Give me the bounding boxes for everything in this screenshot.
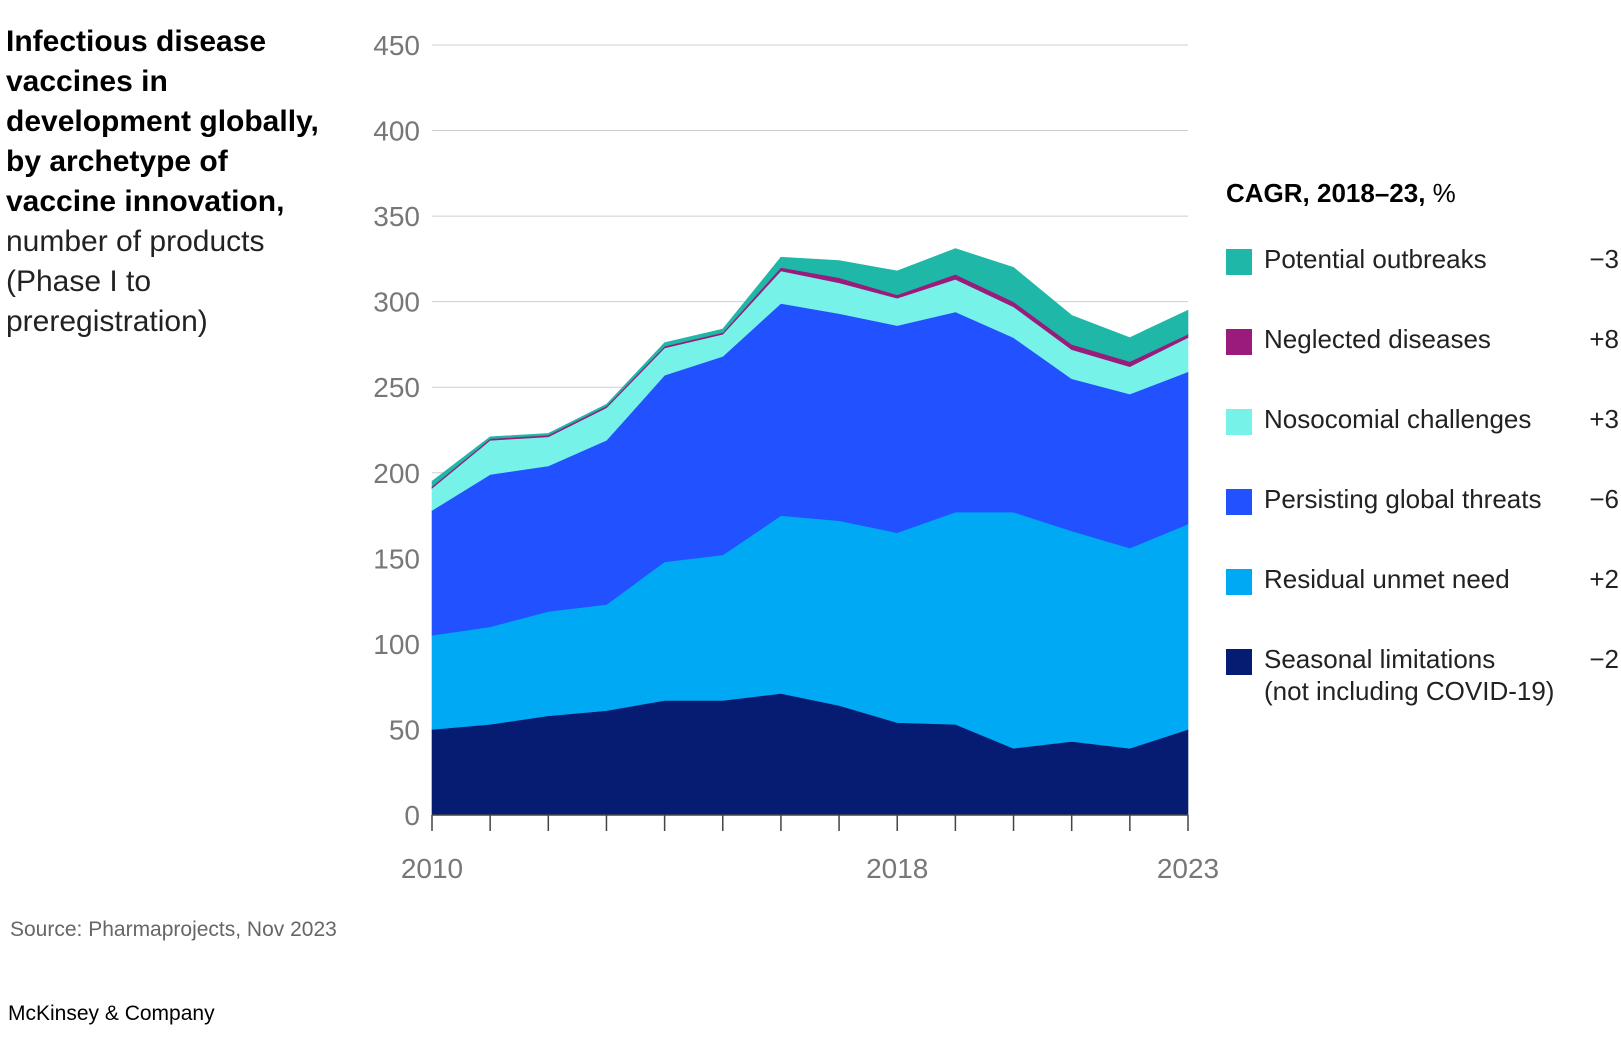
title-bold: Infectious disease vaccines in developme… bbox=[6, 25, 319, 218]
legend-item: Potential outbreaks −3 bbox=[1226, 243, 1621, 301]
title-subtitle: number of products (Phase I to preregist… bbox=[6, 225, 265, 338]
legend-swatch bbox=[1226, 649, 1252, 675]
y-tick-label: 150 bbox=[373, 543, 420, 574]
legend-cagr-value: −6 bbox=[1589, 484, 1619, 514]
legend-swatch bbox=[1226, 249, 1252, 275]
legend-label: Residual unmet need bbox=[1264, 564, 1510, 594]
area-potential-outbreaks bbox=[431, 248, 1189, 488]
y-tick-label: 450 bbox=[373, 30, 420, 61]
legend-cagr-value: +2 bbox=[1589, 564, 1619, 594]
legend-label: Potential outbreaks bbox=[1264, 244, 1487, 274]
legend-item: Neglected diseases +8 bbox=[1226, 323, 1621, 381]
y-tick-label: 350 bbox=[373, 201, 420, 232]
brand-logo-text: McKinsey & Company bbox=[8, 1002, 215, 1025]
x-tick-label: 2018 bbox=[866, 853, 928, 884]
y-tick-label: 100 bbox=[373, 629, 420, 660]
legend: CAGR, 2018–23, % Potential outbreaks −3 Ne… bbox=[1226, 178, 1621, 723]
legend-heading-bold: CAGR, 2018–23, bbox=[1226, 178, 1426, 208]
legend-cagr-value: +8 bbox=[1589, 324, 1619, 354]
x-tick-label: 2010 bbox=[401, 853, 463, 884]
stacked-area-chart: 0 50 100 150 200 250 300 350 400 450 2010 2018 2023 bbox=[373, 30, 1219, 884]
legend-heading-unit: % bbox=[1425, 178, 1456, 208]
legend-swatch bbox=[1226, 569, 1252, 595]
y-tick-label: 50 bbox=[389, 714, 420, 745]
legend-cagr-value: +3 bbox=[1589, 404, 1619, 434]
y-tick-label: 250 bbox=[373, 372, 420, 403]
area-layer bbox=[431, 248, 1189, 816]
y-tick-label: 200 bbox=[373, 458, 420, 489]
y-tick-label: 0 bbox=[404, 800, 420, 831]
legend-label: Persisting global threats bbox=[1264, 484, 1542, 514]
legend-item: Seasonal limitations (not including COVID… bbox=[1226, 643, 1621, 706]
legend-item: Residual unmet need +2 bbox=[1226, 563, 1621, 621]
legend-heading: CAGR, 2018–23, % bbox=[1226, 178, 1621, 209]
legend-swatch bbox=[1226, 489, 1252, 515]
legend-label: Neglected diseases bbox=[1264, 324, 1491, 354]
legend-item: Persisting global threats −6 bbox=[1226, 483, 1621, 541]
legend-item: Nosocomial challenges +3 bbox=[1226, 403, 1621, 461]
legend-cagr-value: −2 bbox=[1589, 644, 1619, 674]
legend-swatch bbox=[1226, 329, 1252, 355]
chart-title: Infectious disease vaccines in developme… bbox=[6, 22, 336, 342]
legend-label: Seasonal limitations (not including COVID… bbox=[1264, 644, 1555, 706]
y-tick-label: 400 bbox=[373, 116, 420, 147]
source-note: Source: Pharmaprojects, Nov 2023 bbox=[10, 918, 337, 941]
y-tick-label: 300 bbox=[373, 287, 420, 318]
legend-label: Nosocomial challenges bbox=[1264, 404, 1532, 434]
axis-layer: 0 50 100 150 200 250 300 350 400 450 2010 2018 2023 bbox=[373, 30, 1219, 884]
legend-items: Potential outbreaks −3 Neglected diseases +… bbox=[1226, 243, 1621, 706]
legend-swatch bbox=[1226, 409, 1252, 435]
x-tick-label: 2023 bbox=[1157, 853, 1219, 884]
legend-cagr-value: −3 bbox=[1589, 244, 1619, 274]
